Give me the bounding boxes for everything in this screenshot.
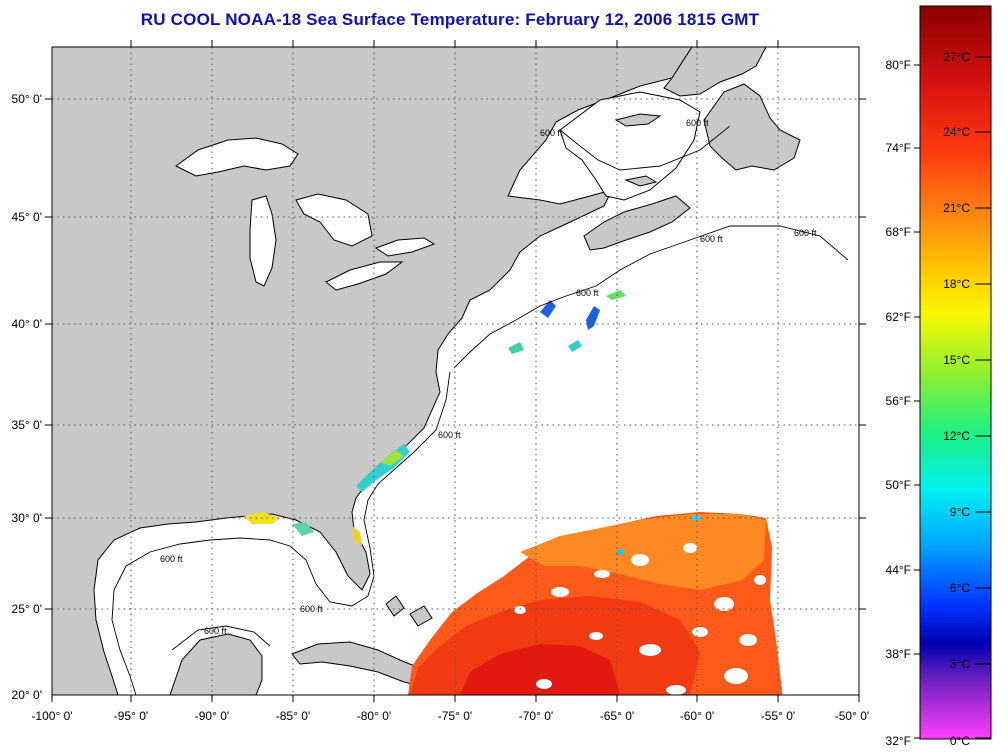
lake-superior (175, 137, 299, 177)
lon-label: -50° 0' (835, 709, 869, 723)
isobath-label: 600 ft (300, 604, 323, 614)
isobath-labels: 600 ft 600 ft 600 ft 600 ft 600 ft 600 f… (160, 118, 817, 636)
isobath-label: 600 ft (794, 228, 817, 238)
lon-label: -85° 0' (276, 709, 310, 723)
lon-label: -80° 0' (357, 709, 391, 723)
colorbar-scale (919, 5, 992, 740)
colorbar-celsius-label: 6°C (950, 581, 970, 595)
colorbar-celsius-label: 0°C (950, 734, 970, 748)
lake-ontario (374, 237, 436, 257)
colorbar-fahrenheit-label: 74°F (886, 141, 911, 155)
colorbar-celsius-label: 24°C (943, 125, 970, 139)
colorbar-fahrenheit-label: 32°F (886, 734, 911, 748)
land-pei (624, 175, 658, 187)
land-labrador (663, 47, 767, 97)
lat-label: 30° 0' (12, 511, 42, 525)
colorbar-fahrenheit-label: 80°F (886, 58, 911, 72)
longitude-labels: -100° 0' -95° 0' -90° 0' -85° 0' -80° 0'… (31, 709, 869, 723)
isobath-label: 600 ft (576, 288, 599, 298)
gulf-st-lawrence (559, 91, 701, 201)
latitude-labels: 50° 0' 45° 0' 40° 0' 35° 0' 30° 0' 25° 0… (12, 92, 42, 702)
lon-label: -75° 0' (438, 709, 472, 723)
colorbar-fahrenheit-label: 50°F (886, 478, 911, 492)
isobath-label: 600 ft (160, 554, 183, 564)
lon-label: -95° 0' (114, 709, 148, 723)
colorbar-celsius-label: 15°C (943, 353, 970, 367)
lat-label: 45° 0' (12, 210, 42, 224)
lon-label: -90° 0' (195, 709, 229, 723)
colorbar: 80°F 74°F 68°F 62°F 56°F 50°F 44°F 38°F … (886, 5, 992, 748)
isobath-label: 600 ft (700, 234, 723, 244)
lake-erie (325, 261, 404, 291)
lon-label: -60° 0' (680, 709, 714, 723)
map-tick-marks (45, 40, 866, 702)
colorbar-fahrenheit-label: 62°F (886, 310, 911, 324)
colorbar-fahrenheit-label: 56°F (886, 394, 911, 408)
lake-huron (295, 193, 373, 247)
land-newfoundland (703, 83, 801, 171)
colorbar-celsius-label: 3°C (950, 657, 970, 671)
sst-field-warm (408, 512, 782, 695)
lat-label: 20° 0' (12, 688, 42, 702)
isobath-600ft (111, 125, 849, 695)
colorbar-fahrenheit-label: 44°F (886, 563, 911, 577)
land-nova-scotia (583, 195, 691, 251)
lon-label: -70° 0' (519, 709, 553, 723)
colorbar-celsius-label: 21°C (943, 201, 970, 215)
colorbar-fahrenheit-label: 68°F (886, 225, 911, 239)
isobath-label: 600 ft (204, 626, 227, 636)
map-title: RU COOL NOAA-18 Sea Surface Temperature:… (140, 10, 760, 29)
isobath-label: 600 ft (686, 118, 709, 128)
lon-label: -55° 0' (761, 709, 795, 723)
lat-label: 50° 0' (12, 92, 42, 106)
lon-label: -65° 0' (600, 709, 634, 723)
isobath-label: 600 ft (438, 430, 461, 440)
sst-field-coastal (244, 290, 626, 546)
colorbar-fahrenheit-label: 38°F (886, 647, 911, 661)
colorbar-celsius-label: 27°C (943, 50, 970, 64)
colorbar-celsius-labels: 27°C 24°C 21°C 18°C 15°C 12°C 9°C 6°C 3°… (943, 50, 970, 748)
lat-label: 25° 0' (12, 602, 42, 616)
map-grid (52, 47, 859, 695)
colorbar-celsius-label: 9°C (950, 505, 970, 519)
lon-label: -100° 0' (31, 709, 72, 723)
land-anticosti (614, 113, 662, 127)
land-yucatan (169, 633, 263, 695)
great-lakes (175, 137, 436, 291)
lake-michigan (249, 195, 277, 287)
colorbar-celsius-label: 12°C (943, 429, 970, 443)
lat-label: 35° 0' (12, 418, 42, 432)
land-bahamas (385, 595, 433, 627)
isobath-label: 600 ft (540, 128, 563, 138)
colorbar-celsius-label: 18°C (943, 277, 970, 291)
lat-label: 40° 0' (12, 317, 42, 331)
